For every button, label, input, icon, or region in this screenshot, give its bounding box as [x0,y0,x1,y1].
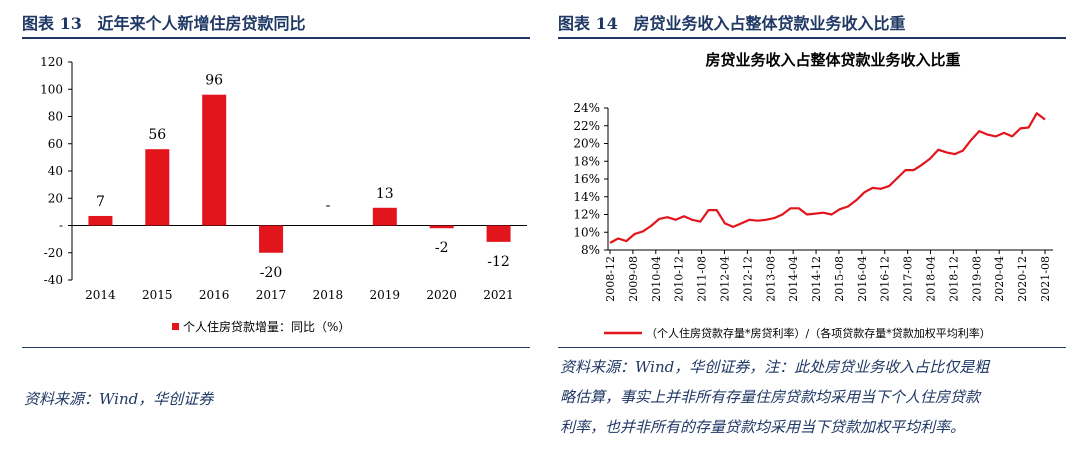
x-tick-label: 2010-04 [650,256,663,302]
bar [429,225,454,229]
right-bottom-rule [558,347,1066,348]
y-tick-label: 60 [48,137,63,151]
y-tick-label: -20 [44,246,63,260]
y-tick-label: 24% [573,101,600,115]
x-tick-label: 2015-08 [833,256,846,302]
y-tick-label: 8% [581,243,600,257]
bar [88,215,113,226]
x-tick-label: 2017-08 [902,256,915,302]
right-figure-panel: 图表 14 房贷业务收入占整体贷款业务收入比重 房贷业务收入占整体贷款业务收入比… [558,0,1066,463]
x-tick-label: 2017 [256,288,287,302]
legend-swatch [172,323,179,330]
data-label: 96 [205,73,223,89]
data-label: -20 [260,265,283,281]
right-title-rule [558,37,1066,39]
right-figure-number: 14 [595,14,618,33]
x-tick-label: 2015 [142,288,173,302]
x-tick-label: 2012-12 [741,256,754,302]
y-tick-label: 14% [573,190,600,204]
right-figure-label: 图表 [558,14,591,33]
x-tick-label: 2016 [199,288,230,302]
x-tick-label: 2011-08 [696,256,709,302]
right-source-line: 利率，也并非所有的存量贷款均采用当下贷款加权平均利率。 [560,418,966,436]
x-tick-label: 2020-04 [993,256,1006,302]
bar-chart: -40-20-2040608010012072014562015962016-2… [40,55,527,334]
left-figure-caption: 近年来个人新增住房贷款同比 [97,14,306,33]
x-tick-label: 2012-04 [718,256,731,302]
bar [486,225,511,242]
x-tick-label: 2018-04 [925,256,938,302]
y-tick-label: 22% [573,119,600,133]
right-source-line: 资料来源：Wind，华创证券，注：此处房贷业务收入占比仅是粗 [560,358,990,376]
x-tick-label: 2014-04 [787,256,800,302]
data-label: 13 [376,186,394,202]
bar [145,149,170,226]
y-tick-label: 10% [573,225,600,239]
x-tick-label: 2019-08 [970,256,983,302]
legend-label: （个人住房贷款存量*房贷利率）/（各项贷款存量*贷款加权平均利率） [646,326,991,340]
left-figure-label: 图表 [22,14,55,33]
y-tick-label: 80 [48,110,63,124]
y-tick-label: 20 [48,191,63,205]
line-chart: 房贷业务收入占整体贷款业务收入比重 8% 10% 12% 14% 16% 18% 20% 22%… [573,51,1053,340]
left-title-rule [22,37,530,39]
y-tick-label: -40 [44,273,63,287]
chart-title: 房贷业务收入占整体贷款业务收入比重 [705,51,960,69]
x-tick-label: 2014 [85,288,116,302]
x-tick-label: 2020 [426,288,457,302]
x-tick-label: 2016-04 [856,256,869,302]
x-tick-label: 2014-12 [810,256,823,302]
left-figure-number: 13 [59,14,82,33]
x-tick-label: 2016-12 [879,256,892,302]
x-tick-label: 2018-12 [947,256,960,302]
left-source-note: 资料来源：Wind，华创证券 [24,390,214,408]
y-tick-label: - [59,219,63,233]
y-tick-label: 20% [573,137,600,151]
data-label: -2 [435,240,449,256]
left-figure-panel: 图表 13 近年来个人新增住房贷款同比 -40 -20-20 40 60 80 100 12… [22,0,530,463]
right-figure-caption: 房贷业务收入占整体贷款业务收入比重 [633,14,906,33]
legend-label: 个人住房贷款增量：同比（%） [183,319,350,334]
x-tick-label: 2020-12 [1016,256,1029,302]
y-tick-label: 18% [573,154,600,168]
x-tick-label: 2021 [483,288,514,302]
y-tick-label: 120 [40,55,63,69]
y-tick-label: 100 [40,82,63,96]
x-tick-label: 2013-08 [764,256,777,302]
data-label: 56 [148,127,166,143]
y-tick-label: 12% [573,208,600,222]
right-source-note: 资料来源：Wind，华创证券，注：此处房贷业务收入占比仅是粗 略估算，事实上并非… [560,352,1066,442]
y-tick-label: 40 [48,164,63,178]
right-figure-title: 图表 14 房贷业务收入占整体贷款业务收入比重 [558,10,905,34]
data-label: 7 [96,194,105,210]
bar [202,94,227,226]
x-tick-label: 2009-08 [627,256,640,302]
y-tick-label: 16% [573,172,600,186]
bar [372,207,397,226]
x-tick-label: 2019 [370,288,401,302]
x-tick-label: 2021-08 [1039,256,1052,302]
bar [259,225,284,253]
left-figure-title: 图表 13 近年来个人新增住房贷款同比 [22,10,305,34]
x-tick-label: 2008-12 [604,256,617,302]
series-line [609,112,1046,244]
data-label: - [326,198,331,214]
left-bottom-rule [22,347,530,348]
x-tick-label: 2018 [313,288,344,302]
right-source-line: 略估算，事实上并非所有存量住房贷款均采用当下个人住房贷款 [560,388,981,406]
x-tick-label: 2010-12 [673,256,686,302]
data-label: -12 [487,254,510,270]
